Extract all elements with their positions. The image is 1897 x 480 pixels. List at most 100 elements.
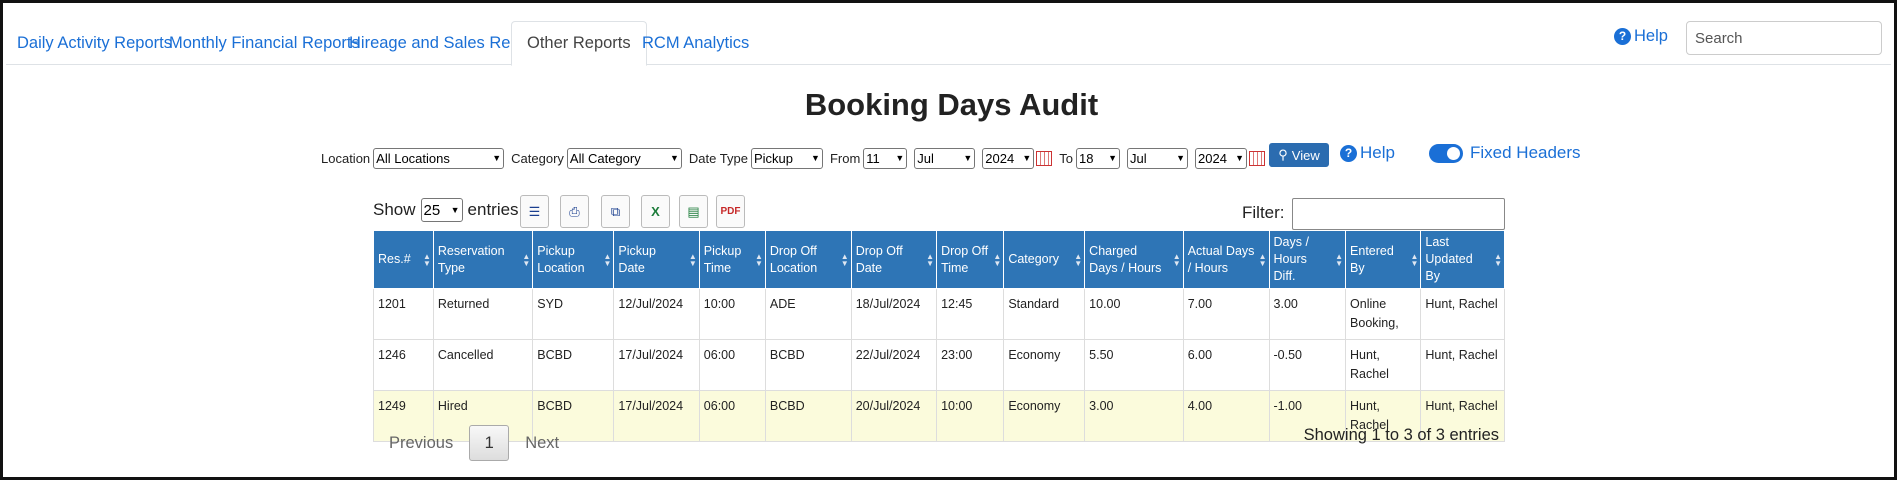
table-cell: 20/Jul/2024 — [850, 390, 938, 442]
table-cell: Hunt, Rachel — [1420, 288, 1505, 340]
table-cell: SYD — [532, 288, 615, 340]
table-info: Showing 1 to 3 of 3 entries — [1303, 426, 1499, 444]
location-select[interactable]: All Locations ▼ — [373, 147, 505, 169]
column-header-label: Actual Days / Hours — [1187, 243, 1255, 275]
table-row[interactable]: 1246 Cancelled BCBD 17/Jul/2024 06:00 BCBD 22/… — [373, 339, 1505, 391]
export-excel-button[interactable]: X — [641, 195, 670, 228]
table-cell: 4.00 — [1182, 390, 1270, 442]
tab-hireage-and-sales-reports[interactable]: Hireage and Sales Reports — [349, 34, 548, 52]
to-day-select[interactable]: 18 ▼ — [1076, 147, 1121, 169]
excel-icon: X — [651, 204, 660, 219]
table-cell: 10:00 — [936, 390, 1005, 442]
table-cell: BCBD — [764, 339, 852, 391]
next-page-button[interactable]: Next — [525, 433, 560, 452]
filter-label: Filter: — [1242, 203, 1285, 222]
table-cell: Economy — [1003, 339, 1086, 391]
from-day-value: 11 — [866, 150, 880, 166]
column-visibility-button[interactable]: ☰ — [520, 195, 549, 228]
from-day-select[interactable]: 11 ▼ — [863, 147, 908, 169]
from-calendar-icon[interactable] — [1036, 150, 1053, 166]
table-row[interactable]: 1201 Returned SYD 12/Jul/2024 10:00 ADE 18/Jul… — [373, 288, 1505, 340]
reservation-number-link[interactable]: 1201 — [373, 288, 434, 340]
column-header[interactable]: Drop Off Date ▲ ▼ — [850, 230, 938, 289]
table-cell: 10:00 — [698, 288, 766, 340]
filter-bar: Location All Locations ▼ Category All Cat… — [321, 146, 1272, 170]
sort-icon: ▲ ▼ — [1172, 251, 1181, 268]
export-csv-button[interactable]: ▤ — [679, 195, 708, 228]
column-header[interactable]: Pickup Date ▲ ▼ — [613, 230, 700, 289]
column-header[interactable]: Actual Days / Hours ▲ ▼ — [1182, 230, 1270, 289]
to-calendar-icon[interactable] — [1249, 150, 1266, 166]
booking-days-table: Res.# ▲ ▼ Reservation Type ▲ ▼ Pickup Location… — [373, 230, 1505, 442]
chevron-down-icon: ▼ — [895, 153, 905, 163]
table-body: 1201 Returned SYD 12/Jul/2024 10:00 ADE 18/Jul… — [373, 288, 1505, 442]
category-label: Category — [511, 150, 564, 166]
table-cell: Cancelled — [432, 339, 534, 391]
column-header[interactable]: Res.# ▲ ▼ — [373, 230, 434, 289]
table-cell: 17/Jul/2024 — [613, 339, 700, 391]
column-header-label: Drop Off Location — [769, 243, 818, 275]
reports-tab-bar: Daily Activity Reports Monthly Financial… — [6, 6, 1891, 66]
table-cell: 22/Jul/2024 — [850, 339, 938, 391]
sort-icon: ▲ ▼ — [1335, 251, 1344, 268]
table-cell: BCBD — [764, 390, 852, 442]
column-header-label: Pickup Time — [703, 243, 742, 275]
to-year-select[interactable]: 2024 ▼ — [1195, 147, 1248, 169]
column-header[interactable]: Drop Off Time ▲ ▼ — [936, 230, 1005, 289]
table-cell: 18/Jul/2024 — [850, 288, 938, 340]
view-button[interactable]: ⚲ View — [1269, 143, 1329, 167]
from-year-value: 2024 — [985, 150, 1015, 166]
column-header[interactable]: Drop Off Location ▲ ▼ — [764, 230, 852, 289]
column-header-label: Res.# — [378, 252, 411, 266]
table-cell: BCBD — [532, 339, 615, 391]
column-header-label: Drop Off Time — [941, 243, 989, 275]
column-header[interactable]: Pickup Time ▲ ▼ — [698, 230, 766, 289]
chevron-down-icon: ▼ — [450, 205, 460, 215]
column-header[interactable]: Pickup Location ▲ ▼ — [532, 230, 615, 289]
column-header-label: Charged Days / Hours — [1089, 243, 1162, 275]
print-button[interactable]: ⎙ — [560, 195, 589, 228]
category-value: All Category — [569, 150, 641, 166]
report-help-link[interactable]: ? Help — [1340, 143, 1395, 163]
to-month-select[interactable]: Jul ▼ — [1127, 147, 1189, 169]
date-type-select[interactable]: Pickup ▼ — [750, 147, 823, 169]
entries-label: entries — [467, 200, 519, 219]
tab-other-reports[interactable]: Other Reports — [511, 21, 647, 66]
tab-monthly-financial-reports[interactable]: Monthly Financial Reports — [169, 34, 360, 52]
sort-icon: ▲ ▼ — [1494, 251, 1502, 268]
table-cell: 23:00 — [936, 339, 1005, 391]
export-pdf-button[interactable]: PDF — [716, 195, 745, 228]
column-header[interactable]: Reservation Type ▲ ▼ — [432, 230, 534, 289]
page-1-button[interactable]: 1 — [469, 425, 510, 461]
table-filter-input[interactable] — [1292, 198, 1505, 230]
column-header[interactable]: Days / Hours Diff. ▲ ▼ — [1268, 230, 1347, 289]
from-month-value: Jul — [917, 150, 934, 166]
tab-daily-activity-reports[interactable]: Daily Activity Reports — [17, 34, 172, 52]
entries-select[interactable]: 25 ▼ — [420, 198, 463, 222]
to-month-value: Jul — [1130, 150, 1147, 166]
previous-page-button[interactable]: Previous — [389, 433, 454, 452]
table-header-row: Res.# ▲ ▼ Reservation Type ▲ ▼ Pickup Location… — [373, 230, 1505, 289]
column-header[interactable]: Last Updated By ▲ ▼ — [1420, 230, 1505, 289]
category-select[interactable]: All Category ▼ — [566, 147, 682, 169]
search-input[interactable] — [1686, 21, 1882, 55]
table-cell: Economy — [1003, 390, 1086, 442]
column-header[interactable]: Charged Days / Hours ▲ ▼ — [1084, 230, 1184, 289]
table-cell: 6.00 — [1182, 339, 1270, 391]
from-month-select[interactable]: Jul ▼ — [914, 147, 976, 169]
column-header[interactable]: Category ▲ ▼ — [1003, 230, 1086, 289]
date-type-value: Pickup — [753, 150, 793, 166]
column-header[interactable]: Entered By ▲ ▼ — [1345, 230, 1422, 289]
from-year-select[interactable]: 2024 ▼ — [982, 147, 1035, 169]
table-cell: -0.50 — [1268, 339, 1347, 391]
table-cell: Hunt, Rachel — [1420, 339, 1505, 391]
fixed-headers-toggle[interactable] — [1429, 144, 1463, 163]
column-header-label: Entered By — [1350, 243, 1394, 275]
reservation-number-link[interactable]: 1246 — [373, 339, 434, 391]
top-help-link[interactable]: ? Help — [1614, 27, 1668, 46]
column-header-label: Last Updated By — [1425, 235, 1473, 283]
column-header-label: Category — [1008, 252, 1060, 266]
tab-rcm-analytics[interactable]: RCM Analytics — [642, 34, 750, 52]
table-row[interactable]: 1249 Hired BCBD 17/Jul/2024 06:00 BCBD 20/Jul/… — [373, 390, 1505, 442]
copy-button[interactable]: ⧉ — [601, 195, 630, 228]
